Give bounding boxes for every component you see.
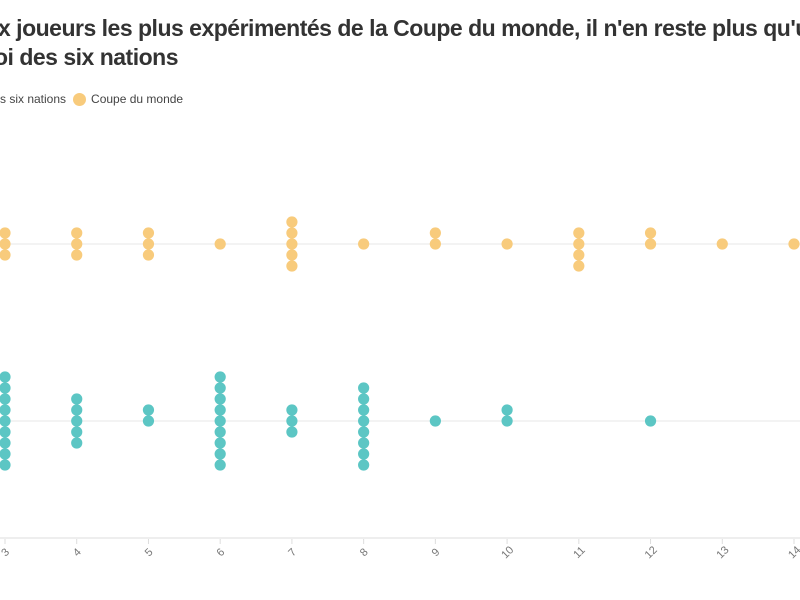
dot-six-nations (358, 437, 370, 449)
dot-coupe-du-monde (71, 227, 83, 239)
x-tick-label: 10 (499, 544, 516, 561)
dot-coupe-du-monde (788, 238, 800, 250)
dot-six-nations (214, 382, 226, 394)
dot-coupe-du-monde (142, 238, 155, 250)
x-tick-label: 9 (430, 546, 443, 559)
dot-coupe-du-monde (286, 216, 298, 228)
dot-six-nations (214, 415, 226, 427)
dot-coupe-du-monde (0, 238, 11, 250)
legend-swatch-coupe-du-monde (73, 92, 87, 106)
title-line-1: x joueurs les plus expérimentés de la Co… (0, 15, 800, 41)
x-tick-label: 13 (714, 544, 731, 561)
x-tick-label: 5 (143, 546, 156, 559)
dot-six-nations (0, 404, 11, 416)
dot-six-nations (0, 393, 11, 405)
x-tick-label: 4 (71, 546, 84, 559)
dot-six-nations (0, 415, 11, 427)
dot-six-nations (142, 404, 155, 416)
dot-six-nations (214, 459, 226, 471)
dot-six-nations (142, 415, 155, 427)
dot-coupe-du-monde (573, 249, 585, 261)
x-tick-label: 7 (286, 546, 299, 559)
dot-coupe-du-monde (286, 238, 298, 250)
dot-six-nations (71, 393, 83, 405)
dot-six-nations (501, 415, 513, 427)
dot-six-nations (71, 415, 83, 427)
dot-coupe-du-monde (286, 249, 298, 261)
dot-six-nations (358, 448, 370, 460)
dot-six-nations (501, 404, 513, 416)
dot-coupe-du-monde (0, 249, 11, 261)
dot-coupe-du-monde (286, 227, 298, 239)
dot-coupe-du-monde (358, 238, 370, 250)
dot-six-nations (214, 393, 226, 405)
dot-six-nations (358, 426, 370, 438)
dot-coupe-du-monde (501, 238, 513, 250)
x-tick-label: 11 (571, 544, 588, 561)
dot-six-nations (0, 382, 11, 394)
dot-six-nations (0, 371, 11, 383)
dot-coupe-du-monde (0, 227, 11, 239)
dot-six-nations (214, 426, 226, 438)
dot-coupe-du-monde (214, 238, 226, 250)
x-tick-label: 3 (0, 546, 12, 559)
dot-six-nations (358, 393, 370, 405)
dot-coupe-du-monde (573, 238, 585, 250)
dot-coupe-du-monde (573, 260, 585, 272)
dot-six-nations (71, 426, 83, 438)
dot-six-nations (71, 404, 83, 416)
dot-six-nations (214, 437, 226, 449)
dot-coupe-du-monde (644, 227, 657, 239)
dot-six-nations (214, 448, 226, 460)
dot-six-nations (644, 415, 657, 427)
dot-six-nations (286, 415, 298, 427)
dot-coupe-du-monde (644, 238, 657, 250)
chart-title: x joueurs les plus expérimentés de la Co… (0, 14, 800, 72)
dot-coupe-du-monde (716, 238, 728, 250)
x-tick-label: 14 (786, 544, 800, 561)
dot-coupe-du-monde (142, 249, 155, 261)
dot-coupe-du-monde (429, 238, 441, 250)
dot-six-nations (0, 448, 11, 460)
dot-six-nations (286, 426, 298, 438)
dot-coupe-du-monde (71, 238, 83, 250)
dot-six-nations (214, 404, 226, 416)
dot-six-nations (429, 415, 441, 427)
legend-label-coupe-du-monde: Coupe du monde (91, 92, 184, 106)
dot-coupe-du-monde (573, 227, 585, 239)
dot-six-nations (0, 437, 11, 449)
dot-coupe-du-monde (429, 227, 441, 239)
x-tick-label: 6 (214, 546, 227, 559)
dot-six-nations (358, 382, 370, 394)
dot-coupe-du-monde (71, 249, 83, 261)
dot-six-nations (358, 459, 370, 471)
dot-six-nations (358, 415, 370, 427)
dot-six-nations (214, 371, 226, 383)
x-tick-label: 12 (643, 544, 660, 561)
title-line-2: oi des six nations (0, 44, 178, 70)
dot-six-nations (71, 437, 83, 449)
dot-coupe-du-monde (286, 260, 298, 272)
dot-coupe-du-monde (142, 227, 155, 239)
x-tick-label: 8 (358, 546, 371, 559)
dot-six-nations (358, 404, 370, 416)
legend: s six nations Coupe du monde (0, 92, 183, 106)
dot-six-nations (0, 459, 11, 471)
dot-six-nations (0, 426, 11, 438)
legend-label-six-nations: s six nations (0, 92, 67, 106)
dot-six-nations (286, 404, 298, 416)
